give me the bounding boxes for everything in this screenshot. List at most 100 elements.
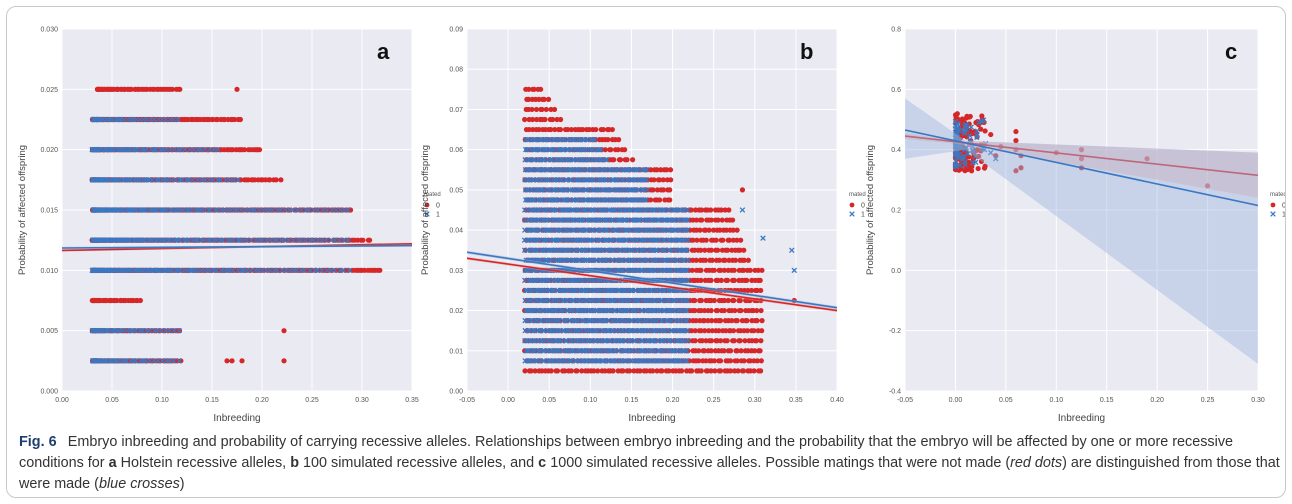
data-point-mated (235, 177, 241, 183)
data-point-mated (323, 207, 330, 213)
data-point-mated (173, 237, 180, 243)
data-point-mated (198, 146, 204, 153)
data-point-not-mated (759, 328, 765, 334)
data-point-not-mated (650, 187, 656, 193)
data-point-not-mated (975, 165, 981, 172)
charts-canvas: 0.00 0.05 0.10 0.15 0.20 0.25 0.30 0.350.0000.0… (17, 27, 1285, 425)
data-point-mated (153, 177, 160, 183)
data-point-mated (116, 116, 122, 123)
data-point-not-mated (605, 137, 611, 143)
data-point-mated (214, 146, 221, 153)
data-point-mated (114, 358, 120, 364)
data-point-mated (190, 177, 196, 183)
x-tick-label: 0.00 (55, 397, 69, 404)
x-tick-label: 0.20 (1150, 397, 1164, 404)
y-tick-label: 0.4 (891, 147, 901, 154)
data-point-not-mated (742, 338, 748, 344)
data-point-mated (181, 237, 188, 243)
data-point-not-mated (610, 368, 616, 374)
data-point-mated (137, 327, 144, 334)
data-point-not-mated (757, 277, 763, 283)
data-point-mated (201, 237, 207, 243)
data-point-mated (170, 116, 177, 123)
panel-letter: b (800, 39, 813, 64)
data-point-not-mated (616, 137, 622, 143)
data-point-mated (332, 267, 338, 274)
data-point-not-mated (735, 368, 741, 374)
x-tick-label: 0.30 (748, 397, 762, 404)
data-point-mated (158, 327, 165, 334)
legend-label: 1 (1282, 212, 1285, 219)
data-point-mated (166, 327, 173, 334)
data-point-not-mated (609, 126, 615, 133)
data-point-mated (202, 177, 208, 183)
legend-marker-not-mated (424, 202, 430, 208)
data-point-mated (298, 237, 305, 243)
data-point-not-mated (267, 177, 273, 183)
data-point-not-mated (137, 297, 143, 304)
data-point-not-mated (731, 338, 737, 344)
data-point-not-mated (647, 197, 654, 203)
data-point-not-mated (1013, 128, 1019, 135)
data-point-not-mated (708, 307, 714, 314)
data-point-mated (170, 358, 177, 364)
data-point-not-mated (630, 157, 636, 163)
data-point-not-mated (747, 368, 754, 374)
data-point-not-mated (741, 247, 747, 253)
data-point-not-mated (281, 358, 287, 364)
y-tick-label: -0.2 (889, 328, 901, 335)
data-point-not-mated (713, 237, 719, 243)
data-point-not-mated (679, 368, 685, 374)
data-point-not-mated (718, 277, 724, 283)
data-point-mated (133, 358, 139, 364)
data-point-not-mated (748, 287, 755, 294)
data-point-not-mated (593, 126, 599, 133)
data-point-mated (303, 237, 309, 243)
data-point-not-mated (692, 328, 698, 334)
x-tick-label: 0.25 (305, 397, 319, 404)
data-point-not-mated (273, 177, 279, 183)
data-point-mated (248, 237, 255, 243)
x-tick-label: 0.00 (501, 397, 515, 404)
legend-marker-mated (424, 211, 430, 217)
data-point-mated (217, 177, 224, 183)
data-point-mated (227, 207, 234, 213)
data-point-mated (290, 237, 297, 243)
data-point-not-mated (177, 86, 183, 92)
data-point-not-mated (728, 348, 734, 354)
data-point-not-mated (738, 307, 744, 314)
x-tick-label: 0.35 (405, 397, 419, 404)
data-point-mated (235, 237, 241, 243)
data-point-mated (123, 358, 130, 364)
data-point-mated (124, 237, 130, 243)
data-point-not-mated (726, 207, 732, 213)
y-tick-label: 0.015 (40, 208, 58, 215)
data-point-not-mated (731, 267, 737, 273)
figure-panel: 0.00 0.05 0.10 0.15 0.20 0.25 0.30 0.35 0.000 0.0… (6, 6, 1286, 498)
legend-marker-mated (849, 211, 855, 217)
chart-panel-c: -0.05 0.00 0.05 0.10 0.15 0.20 0.25 0.30-0.4-0.… (865, 27, 1285, 425)
y-tick-label: 0.0 (891, 268, 901, 275)
data-point-not-mated (729, 217, 736, 223)
data-point-mated (189, 207, 195, 213)
data-point-not-mated (568, 368, 574, 374)
data-point-not-mated (622, 147, 628, 153)
data-point-mated (274, 267, 280, 274)
data-point-not-mated (239, 358, 245, 364)
x-tick-label: 0.30 (355, 397, 369, 404)
data-point-not-mated (708, 338, 715, 344)
data-point-not-mated (698, 277, 704, 283)
y-tick-label: 0.2 (891, 208, 901, 215)
data-point-mated (244, 237, 250, 243)
x-tick-label: 0.20 (255, 397, 269, 404)
data-point-not-mated (620, 368, 626, 374)
plot-marks (62, 86, 412, 364)
data-point-not-mated (981, 165, 988, 171)
data-point-mated (341, 237, 347, 243)
data-point-not-mated (685, 348, 691, 354)
data-point-not-mated (313, 267, 319, 273)
data-point-not-mated (737, 338, 743, 344)
data-point-mated (133, 327, 139, 334)
x-tick-label: 0.15 (1100, 397, 1114, 404)
data-point-not-mated (727, 358, 734, 364)
